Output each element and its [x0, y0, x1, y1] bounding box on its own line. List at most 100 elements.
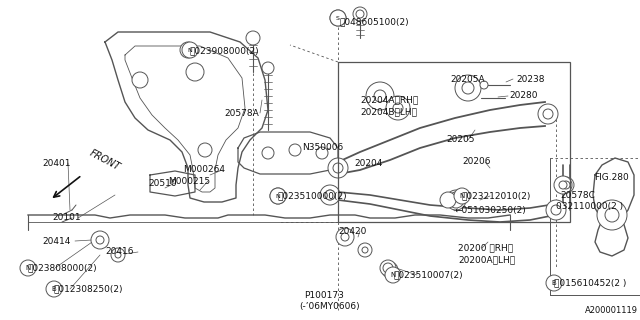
Text: 20204A〈RH〉: 20204A〈RH〉 [360, 95, 419, 105]
Circle shape [270, 188, 286, 204]
Text: 20205A: 20205A [450, 75, 484, 84]
Circle shape [246, 31, 260, 45]
Circle shape [336, 228, 354, 246]
Circle shape [546, 200, 566, 220]
Circle shape [180, 42, 196, 58]
Circle shape [440, 192, 456, 208]
Text: FRONT: FRONT [88, 148, 122, 172]
Circle shape [448, 192, 464, 208]
Text: ⓝ023908000(2): ⓝ023908000(2) [190, 46, 260, 55]
Text: 20416: 20416 [105, 247, 134, 257]
Circle shape [182, 42, 198, 58]
Circle shape [597, 200, 627, 230]
Circle shape [380, 260, 396, 276]
Circle shape [543, 109, 553, 119]
Circle shape [330, 10, 346, 26]
Text: 20200 〈RH〉: 20200 〈RH〉 [458, 244, 513, 252]
Circle shape [451, 195, 461, 205]
Circle shape [198, 143, 212, 157]
Circle shape [132, 72, 148, 88]
Text: 20578A: 20578A [224, 108, 259, 117]
Text: N: N [188, 47, 193, 52]
Text: 20510: 20510 [148, 179, 177, 188]
Circle shape [353, 7, 367, 21]
Text: 20420: 20420 [338, 227, 366, 236]
Text: N: N [276, 194, 280, 198]
Circle shape [393, 103, 403, 113]
Circle shape [46, 281, 62, 297]
Circle shape [111, 248, 125, 262]
Circle shape [562, 181, 570, 189]
Text: N: N [186, 47, 191, 53]
Text: N350006: N350006 [302, 143, 343, 153]
Text: 20280: 20280 [509, 91, 538, 100]
Circle shape [262, 147, 274, 159]
Text: 20401: 20401 [42, 158, 70, 167]
Text: 032110000(2 ): 032110000(2 ) [556, 203, 623, 212]
Circle shape [330, 10, 346, 26]
Text: (-’06MY0606): (-’06MY0606) [299, 302, 360, 311]
Circle shape [325, 190, 335, 200]
Text: ⓝ023212010(2): ⓝ023212010(2) [462, 191, 531, 201]
Circle shape [91, 231, 109, 249]
Text: M000264: M000264 [183, 165, 225, 174]
Circle shape [462, 82, 474, 94]
Text: FIG.280: FIG.280 [594, 173, 628, 182]
Circle shape [356, 10, 364, 18]
Bar [338, 62, 570, 222]
Circle shape [382, 262, 398, 278]
Text: A200001119: A200001119 [585, 306, 638, 315]
Circle shape [262, 62, 274, 74]
Text: ←051030250(2): ←051030250(2) [455, 206, 527, 215]
Text: M000215: M000215 [168, 177, 210, 186]
Circle shape [333, 163, 343, 173]
Text: 20578C: 20578C [560, 190, 595, 199]
Text: 20204B〈LH〉: 20204B〈LH〉 [360, 108, 417, 116]
Text: 20204: 20204 [354, 159, 382, 169]
Circle shape [605, 208, 619, 222]
Circle shape [480, 81, 488, 89]
Circle shape [538, 104, 558, 124]
Text: N: N [390, 272, 396, 278]
Text: Ⓑ015610452(2 ): Ⓑ015610452(2 ) [554, 278, 627, 287]
Circle shape [446, 190, 466, 210]
Circle shape [115, 252, 121, 258]
Circle shape [362, 247, 368, 253]
Circle shape [546, 275, 562, 291]
Circle shape [316, 147, 328, 159]
Text: B: B [52, 286, 56, 292]
Circle shape [289, 144, 301, 156]
Text: B: B [552, 280, 556, 286]
Circle shape [383, 263, 393, 273]
Circle shape [320, 185, 340, 205]
Text: N: N [275, 193, 280, 199]
Circle shape [454, 188, 470, 204]
Text: ⓝ023510007(2): ⓝ023510007(2) [393, 270, 463, 279]
Circle shape [551, 205, 561, 215]
Circle shape [559, 181, 567, 189]
Circle shape [558, 177, 574, 193]
Circle shape [328, 158, 348, 178]
Circle shape [554, 176, 572, 194]
Circle shape [386, 96, 410, 120]
Circle shape [325, 190, 335, 200]
Circle shape [358, 243, 372, 257]
Text: S: S [336, 15, 340, 21]
Circle shape [455, 75, 481, 101]
Text: 20101: 20101 [52, 213, 81, 222]
Text: Ⓢ048605100(2): Ⓢ048605100(2) [340, 18, 410, 27]
Text: ⓝ023808000(2): ⓝ023808000(2) [28, 263, 98, 273]
Circle shape [20, 260, 36, 276]
Circle shape [270, 188, 286, 204]
Text: Ⓑ012308250(2): Ⓑ012308250(2) [54, 284, 124, 293]
Text: N: N [26, 265, 31, 271]
Circle shape [385, 267, 401, 283]
Circle shape [386, 266, 394, 274]
Circle shape [96, 236, 104, 244]
Text: 20206: 20206 [462, 157, 490, 166]
Circle shape [366, 82, 394, 110]
Circle shape [374, 90, 386, 102]
Circle shape [186, 63, 204, 81]
Text: ⓝ023510000(2): ⓝ023510000(2) [278, 191, 348, 201]
Text: N: N [460, 193, 465, 199]
